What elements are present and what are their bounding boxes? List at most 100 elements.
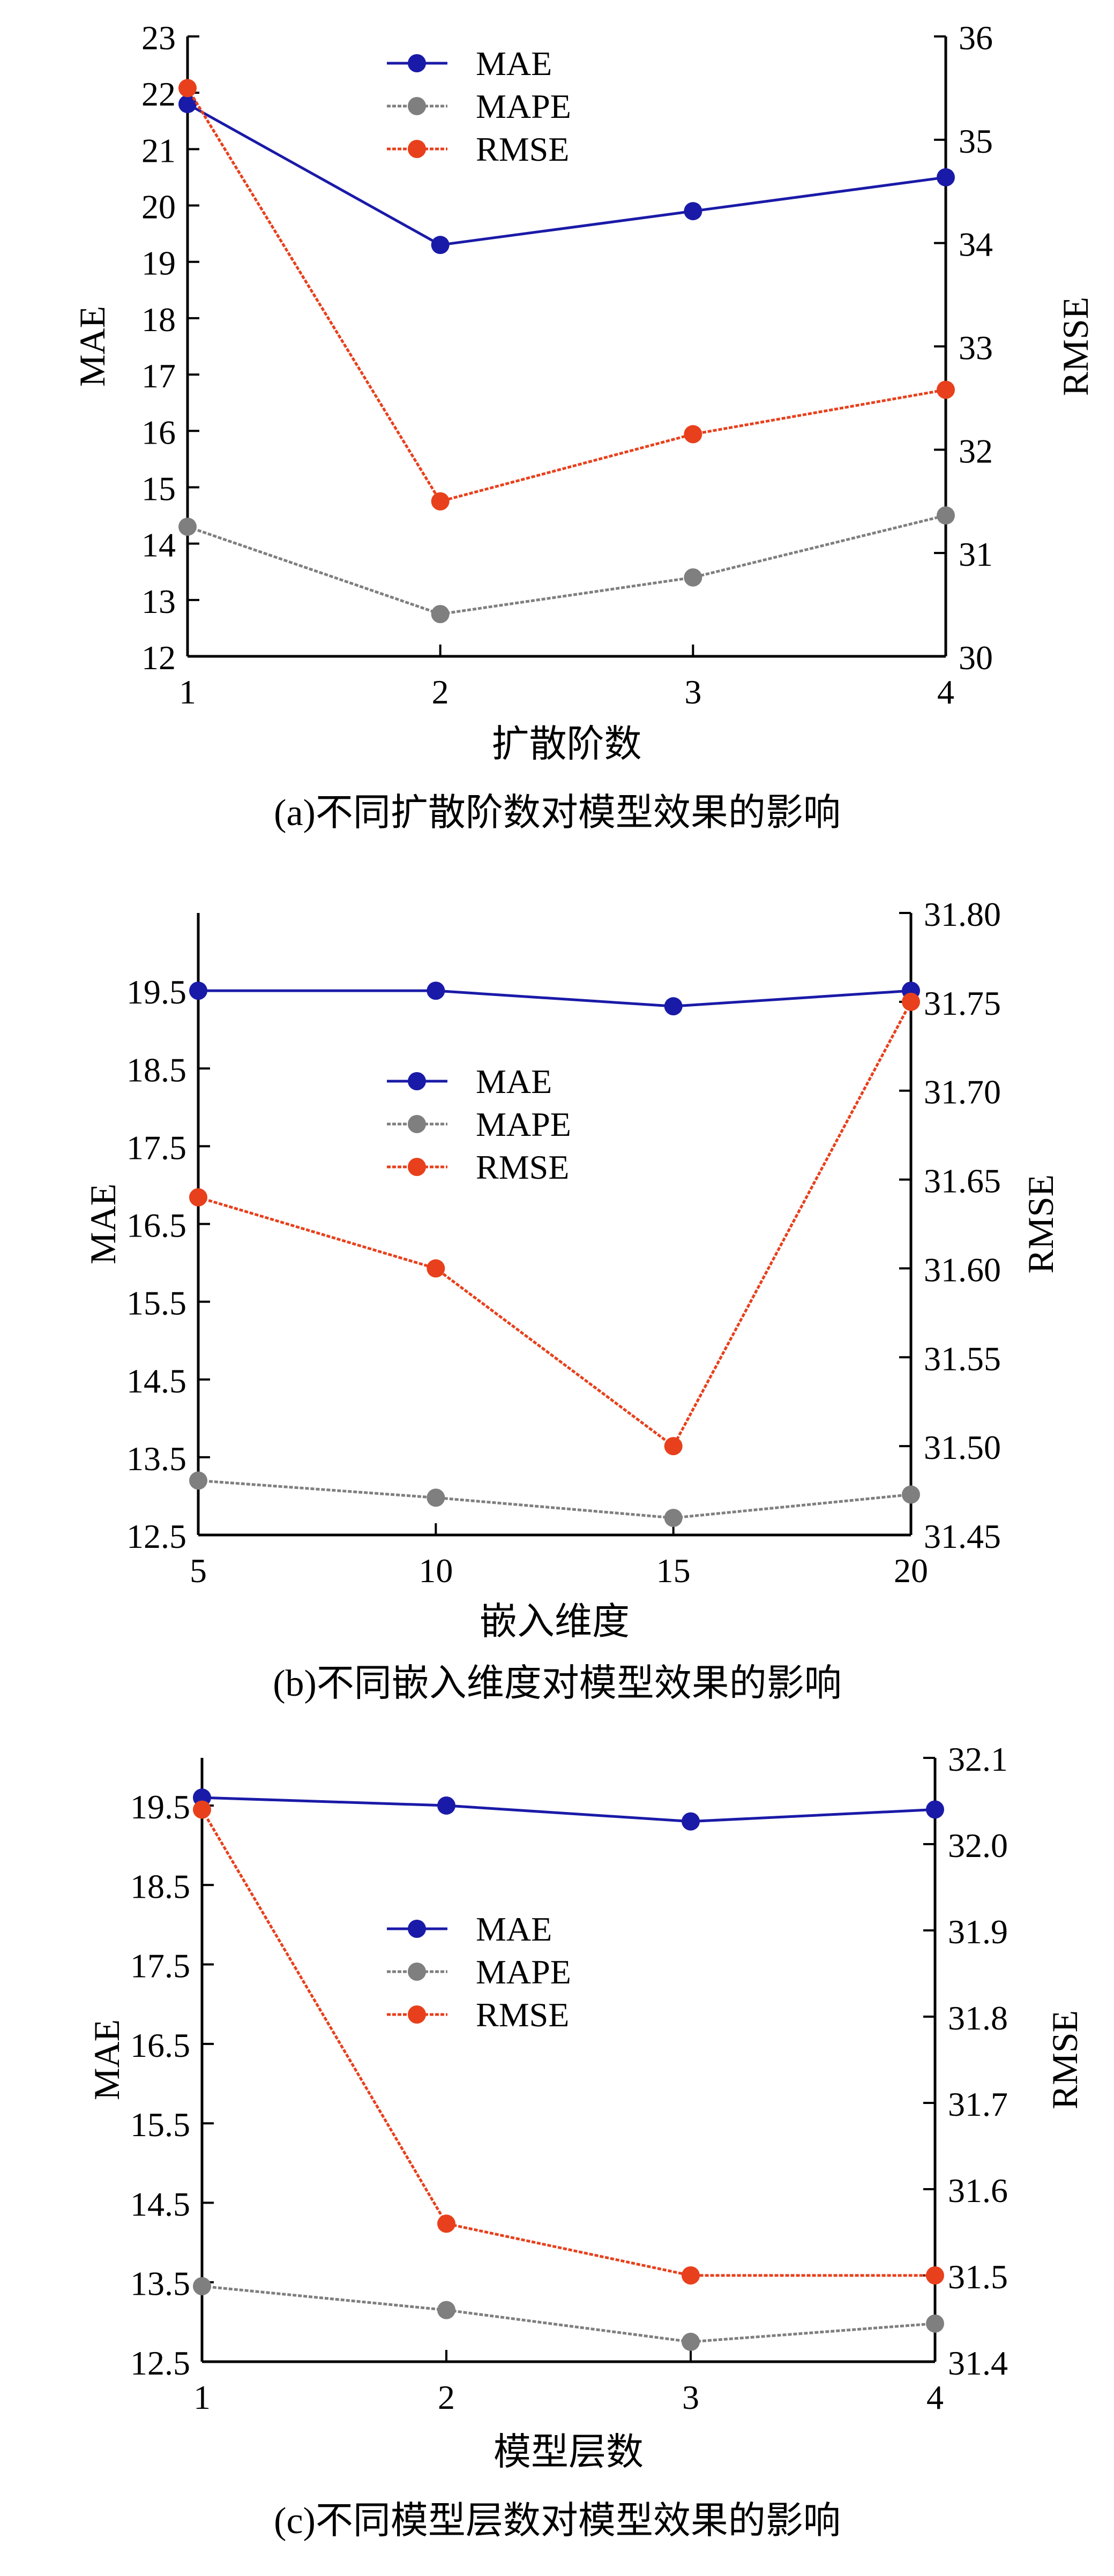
- data-point-mape: [178, 518, 197, 536]
- right-tick-label: 31.75: [924, 984, 1001, 1022]
- legend-marker: [408, 1963, 426, 1981]
- left-tick-label: 16.5: [126, 1207, 186, 1245]
- x-tick-label: 3: [684, 673, 701, 711]
- data-point-rmse: [437, 2214, 455, 2233]
- left-tick-label: 21: [141, 131, 176, 169]
- right-tick-label: 31.80: [924, 895, 1001, 933]
- legend: MAE MAPE RMSE: [387, 1910, 571, 2034]
- series-line-mae: [201, 1796, 936, 1823]
- left-tick-label: 13.5: [126, 1440, 186, 1478]
- data-point-rmse: [682, 2266, 700, 2285]
- right-tick-label: 31: [959, 535, 993, 573]
- legend-entry: MAPE: [476, 1953, 571, 1991]
- legend-marker: [408, 140, 426, 158]
- chart-panel-3: 12.5 13.5 14.5 15.5 16.5 17.5 18.5 19.5 31.4 31.5…: [86, 1740, 1085, 2542]
- series-line-mape: [198, 1479, 911, 1519]
- data-point-mae: [189, 982, 207, 1000]
- x-tick-label: 15: [656, 1552, 691, 1590]
- legend-marker: [408, 2005, 426, 2024]
- data-point-mape: [437, 2301, 455, 2319]
- series-line-rmse: [198, 1001, 913, 1448]
- left-tick-label: 17.5: [130, 1947, 190, 1985]
- left-tick-label: 19.5: [130, 1788, 190, 1826]
- right-tick-label: 31.9: [948, 1913, 1008, 1951]
- legend-entry: MAPE: [476, 1105, 571, 1143]
- data-point-mape: [937, 506, 955, 525]
- data-point-mae: [926, 1800, 944, 1819]
- left-tick-label: 12.5: [126, 1517, 186, 1555]
- legend-entry: RMSE: [476, 1148, 569, 1186]
- series-line-rmse: [186, 87, 946, 503]
- series-line-mape: [201, 2285, 936, 2343]
- data-point-mape: [902, 1485, 920, 1504]
- x-tick-label: 20: [894, 1552, 928, 1590]
- left-tick-label: 15.5: [130, 2106, 190, 2144]
- data-point-mae: [937, 168, 955, 186]
- legend-marker: [408, 1920, 426, 1938]
- left-tick-label: 17.5: [126, 1128, 186, 1166]
- series-line-mae: [186, 103, 946, 246]
- right-tick-label: 33: [959, 329, 993, 367]
- data-point-rmse: [664, 1437, 683, 1456]
- series-line-rmse: [200, 1809, 935, 2277]
- data-point-mae: [431, 236, 450, 254]
- right-tick-label: 35: [959, 122, 993, 160]
- data-point-rmse: [926, 2266, 944, 2285]
- series-mae: [193, 1788, 944, 1831]
- y2-axis-label: RMSE: [1044, 2010, 1085, 2109]
- data-point-rmse: [684, 425, 702, 444]
- x-tick-label: 3: [682, 2378, 699, 2416]
- data-point-rmse: [937, 380, 955, 399]
- left-tick-label: 12: [141, 639, 176, 677]
- data-point-rmse: [189, 1188, 207, 1207]
- legend-entry: MAE: [476, 44, 552, 83]
- y2-axis-label: RMSE: [1055, 297, 1096, 396]
- left-tick-label: 15: [141, 469, 176, 507]
- data-point-mape: [926, 2314, 944, 2333]
- data-point-rmse: [193, 1800, 211, 1819]
- data-point-mae: [178, 95, 197, 114]
- right-tick-label: 34: [959, 226, 993, 264]
- right-tick-label: 36: [959, 19, 993, 57]
- data-point-mae: [427, 982, 445, 1000]
- right-tick-label: 31.8: [948, 1999, 1008, 2037]
- data-point-mape: [189, 1471, 207, 1490]
- x-tick-label: 5: [190, 1552, 207, 1590]
- data-point-rmse: [431, 492, 450, 511]
- left-tick-label: 13.5: [130, 2265, 190, 2303]
- left-tick-label: 16: [141, 413, 176, 451]
- right-tick-label: 31.55: [924, 1339, 1001, 1377]
- left-tick-label: 14.5: [130, 2185, 190, 2223]
- data-point-mape: [682, 2332, 700, 2351]
- right-tick-label: 31.65: [924, 1162, 1001, 1200]
- data-point-mape: [684, 568, 702, 587]
- figure-caption: (a)不同扩散阶数对模型效果的影响: [274, 792, 841, 834]
- left-tick-label: 19.5: [126, 973, 186, 1011]
- series-mape: [193, 2277, 944, 2351]
- x-tick-label: 10: [418, 1552, 453, 1590]
- figure-caption: (c)不同模型层数对模型效果的影响: [274, 2500, 841, 2542]
- series-line-mae: [198, 989, 911, 1008]
- legend-marker: [408, 1115, 426, 1133]
- data-point-mape: [664, 1509, 683, 1527]
- data-point-mae: [684, 202, 702, 221]
- right-tick-label: 31.45: [924, 1517, 1001, 1555]
- legend-marker: [408, 54, 426, 72]
- legend-entry: MAPE: [476, 87, 571, 125]
- left-tick-label: 20: [141, 188, 176, 226]
- x-axis-label: 模型层数: [494, 2432, 644, 2473]
- legend-marker: [408, 1072, 426, 1090]
- left-tick-label: 14.5: [126, 1362, 186, 1400]
- series-line-mape: [187, 514, 946, 616]
- figure-caption: (b)不同嵌入维度对模型效果的影响: [273, 1663, 842, 1704]
- x-tick-label: 4: [937, 673, 954, 711]
- data-point-rmse: [902, 992, 920, 1011]
- data-point-rmse: [427, 1259, 445, 1278]
- left-tick-label: 18.5: [130, 1867, 190, 1905]
- left-tick-label: 15.5: [126, 1284, 186, 1322]
- y-axis-label: MAE: [86, 2019, 127, 2100]
- data-point-mape: [193, 2277, 211, 2296]
- right-tick-label: 31.6: [948, 2171, 1008, 2210]
- legend-marker: [408, 97, 426, 115]
